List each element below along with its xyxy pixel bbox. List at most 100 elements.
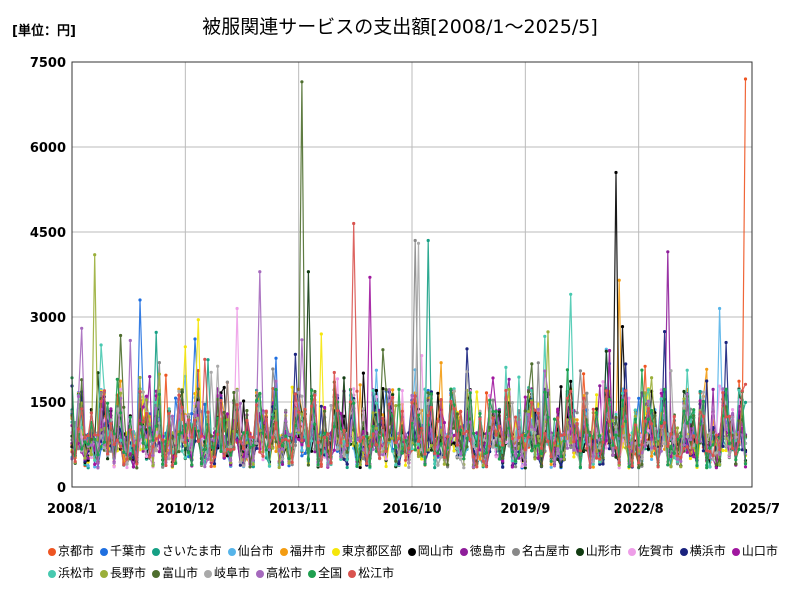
data-point bbox=[342, 376, 346, 380]
data-point bbox=[517, 441, 521, 446]
data-point bbox=[410, 401, 414, 405]
data-point bbox=[170, 414, 174, 418]
data-point bbox=[287, 457, 291, 461]
data-point bbox=[591, 462, 595, 466]
data-point bbox=[397, 387, 401, 391]
data-point bbox=[446, 446, 450, 450]
data-point bbox=[242, 431, 246, 435]
data-point bbox=[180, 405, 184, 409]
data-point bbox=[374, 430, 378, 434]
data-point bbox=[459, 452, 463, 456]
data-point bbox=[339, 457, 343, 461]
data-point bbox=[695, 440, 699, 444]
data-point bbox=[675, 426, 680, 430]
data-point bbox=[209, 434, 213, 438]
data-point bbox=[575, 411, 579, 415]
data-point bbox=[426, 238, 430, 243]
data-point bbox=[206, 358, 210, 362]
data-point bbox=[397, 453, 401, 457]
legend-marker bbox=[48, 569, 56, 578]
data-point bbox=[180, 438, 184, 442]
data-point bbox=[582, 396, 586, 400]
legend-item: 京都市 bbox=[48, 540, 94, 562]
data-point bbox=[323, 435, 327, 439]
data-point bbox=[368, 435, 372, 439]
data-point bbox=[611, 453, 615, 457]
data-point bbox=[692, 443, 696, 448]
data-point bbox=[358, 463, 362, 467]
data-point bbox=[238, 463, 242, 467]
data-point bbox=[365, 461, 369, 466]
data-point bbox=[491, 376, 495, 380]
data-point bbox=[387, 402, 391, 406]
data-point bbox=[442, 421, 446, 425]
data-point bbox=[663, 421, 667, 425]
data-point bbox=[148, 455, 152, 459]
data-point bbox=[416, 241, 421, 245]
data-point bbox=[617, 461, 621, 465]
data-point bbox=[656, 465, 660, 469]
data-point bbox=[640, 368, 644, 372]
legend-label: 松江市 bbox=[358, 566, 395, 580]
data-point bbox=[578, 465, 583, 469]
legend-marker bbox=[331, 547, 340, 556]
data-point bbox=[86, 464, 90, 468]
data-point bbox=[403, 458, 408, 462]
y-tick-label: 4500 bbox=[30, 226, 66, 241]
data-point bbox=[242, 446, 246, 451]
data-point bbox=[112, 432, 116, 436]
data-point bbox=[705, 367, 709, 371]
data-point bbox=[718, 452, 722, 456]
data-point bbox=[245, 418, 249, 423]
data-point bbox=[274, 421, 278, 425]
data-point bbox=[141, 390, 145, 394]
data-point bbox=[711, 387, 715, 391]
data-point bbox=[303, 407, 307, 411]
data-point bbox=[514, 415, 518, 419]
data-point bbox=[507, 377, 511, 381]
data-point bbox=[455, 443, 459, 447]
legend-item: 千葉市 bbox=[100, 540, 146, 562]
data-point bbox=[183, 345, 187, 349]
data-point bbox=[310, 388, 314, 393]
data-point bbox=[277, 444, 281, 448]
y-tick-label: 7500 bbox=[30, 56, 66, 71]
data-point bbox=[323, 405, 327, 410]
data-point bbox=[119, 438, 123, 442]
data-point bbox=[595, 393, 599, 397]
data-point bbox=[403, 463, 408, 467]
data-point bbox=[721, 387, 725, 391]
data-point bbox=[721, 391, 725, 395]
data-point bbox=[459, 444, 463, 448]
data-point bbox=[611, 443, 615, 447]
data-point bbox=[585, 423, 589, 427]
data-point bbox=[391, 449, 395, 453]
data-point bbox=[310, 449, 314, 453]
data-point bbox=[455, 455, 459, 459]
data-point bbox=[345, 462, 349, 466]
data-point bbox=[96, 433, 100, 437]
data-point bbox=[355, 464, 359, 468]
data-point bbox=[494, 433, 498, 437]
data-point bbox=[144, 411, 149, 415]
data-point bbox=[89, 411, 93, 415]
data-point bbox=[89, 455, 93, 460]
data-point bbox=[229, 458, 233, 462]
data-point bbox=[251, 458, 255, 462]
data-point bbox=[523, 409, 527, 413]
data-point bbox=[271, 416, 275, 420]
data-point bbox=[452, 407, 456, 411]
data-point bbox=[743, 465, 748, 469]
data-point bbox=[306, 444, 310, 448]
data-point bbox=[313, 450, 317, 454]
data-point bbox=[154, 394, 158, 398]
data-point bbox=[144, 445, 149, 449]
data-point bbox=[439, 361, 443, 365]
data-point bbox=[727, 414, 731, 418]
data-point bbox=[187, 418, 191, 422]
data-point bbox=[585, 446, 589, 450]
data-point bbox=[86, 456, 90, 460]
data-point bbox=[737, 379, 741, 383]
data-point bbox=[569, 292, 573, 296]
data-point bbox=[154, 437, 158, 441]
